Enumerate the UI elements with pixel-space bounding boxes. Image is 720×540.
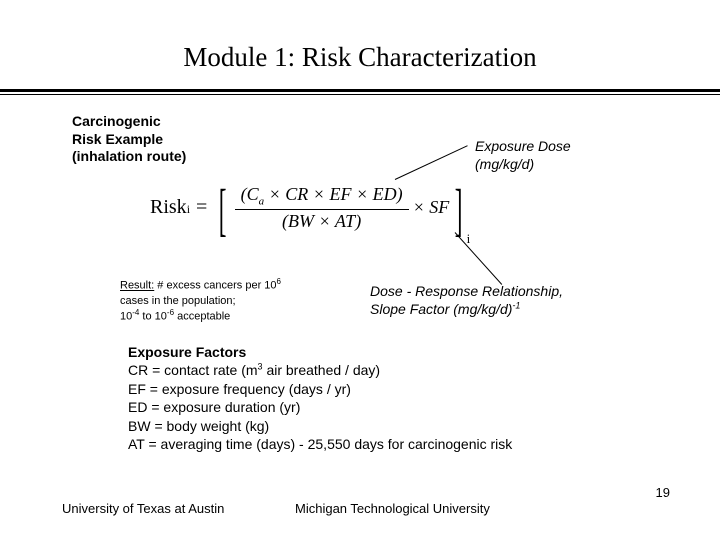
doseresp-l1: Dose - Response Relationship, (370, 282, 563, 300)
doseresp-l2sup: -1 (512, 301, 520, 311)
carc-line1: Carcinogenic (72, 113, 186, 131)
factors-heading: Exposure Factors (128, 343, 512, 361)
dose-response-label: Dose - Response Relationship, Slope Fact… (370, 282, 563, 318)
footer-center: Michigan Technological University (295, 501, 490, 516)
carc-line3: (inhalation route) (72, 148, 186, 166)
eq-rbracket: ] (455, 189, 463, 231)
eq-sf: × SF (413, 197, 450, 218)
eq-ca: C (247, 184, 259, 204)
eq-outer-sub: i (467, 231, 471, 247)
result-block: Result: # excess cancers per 106 cases i… (120, 277, 281, 325)
slide-title: Module 1: Risk Characterization (0, 0, 720, 83)
result-l3sup2: -6 (167, 308, 174, 317)
doseresp-l2a: Slope Factor (mg/kg/d) (370, 301, 512, 317)
carc-line2: Risk Example (72, 131, 186, 149)
factors-ed: ED = exposure duration (yr) (128, 398, 512, 416)
factors-at: AT = averaging time (days) - 25,550 days… (128, 435, 512, 453)
factors-cr-b: air breathed / day) (263, 362, 381, 378)
factors-ef: EF = exposure frequency (days / yr) (128, 380, 512, 398)
annotation-line-expdose (395, 145, 468, 180)
eq-denominator: (BW × AT) (276, 210, 367, 233)
footer-left: University of Texas at Austin (62, 501, 224, 516)
eq-lbracket: [ (219, 189, 227, 231)
expdose-line2: (mg/kg/d) (475, 155, 571, 173)
exposure-factors-block: Exposure Factors CR = contact rate (m3 a… (128, 343, 512, 454)
eq-num-rest: × CR × EF × ED (264, 184, 396, 204)
risk-equation: Risk i = [ (Ca × CR × EF × ED) (BW × AT)… (150, 183, 470, 233)
eq-fraction: (Ca × CR × EF × ED) (BW × AT) (235, 183, 409, 233)
result-l1a: # excess cancers per 10 (154, 280, 276, 292)
result-l3c: acceptable (174, 311, 230, 323)
carcinogenic-heading: Carcinogenic Risk Example (inhalation ro… (72, 113, 186, 166)
eq-equals: = (196, 196, 207, 219)
result-l3b: to 10 (139, 311, 167, 323)
result-l2: cases in the population; (120, 294, 281, 309)
factors-bw: BW = body weight (kg) (128, 417, 512, 435)
page-number: 19 (656, 485, 670, 500)
exposure-dose-label: Exposure Dose (mg/kg/d) (475, 137, 571, 173)
factors-cr-a: CR = contact rate (m (128, 362, 258, 378)
expdose-line1: Exposure Dose (475, 137, 571, 155)
eq-risk-sub: i (187, 202, 190, 217)
result-label: Result: (120, 280, 154, 292)
result-l3a: 10 (120, 311, 132, 323)
title-divider (0, 89, 720, 97)
result-l1sup: 6 (277, 277, 281, 286)
eq-risk: Risk (150, 196, 187, 219)
